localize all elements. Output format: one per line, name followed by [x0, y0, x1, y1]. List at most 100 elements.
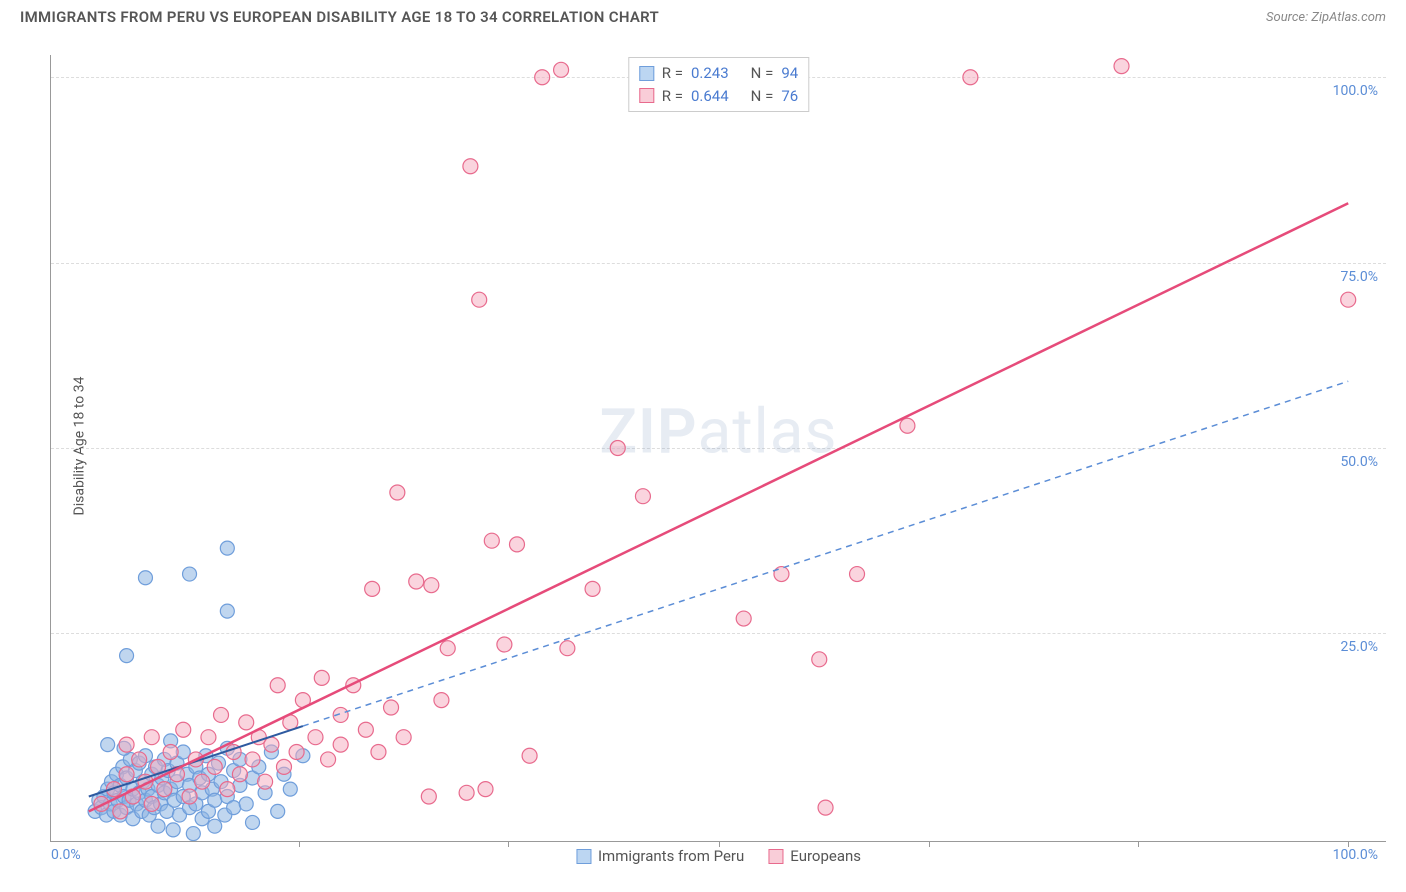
r-label: R =	[662, 62, 683, 85]
point-europeans	[276, 759, 291, 774]
point-peru	[220, 541, 234, 555]
r-label: R =	[662, 85, 683, 108]
x-tick-mark	[1348, 841, 1349, 847]
point-europeans	[119, 767, 134, 782]
point-europeans	[113, 804, 128, 819]
point-europeans	[207, 759, 222, 774]
point-europeans	[119, 737, 134, 752]
point-europeans	[264, 737, 279, 752]
point-europeans	[396, 730, 411, 745]
correlation-legend: R = 0.243 N = 94 R = 0.644 N = 76	[628, 57, 809, 112]
legend-item: Europeans	[768, 847, 861, 865]
legend-row: R = 0.243 N = 94	[639, 62, 798, 85]
source-label: Source: ZipAtlas.com	[1266, 10, 1386, 25]
point-europeans	[1341, 292, 1356, 307]
legend-swatch	[639, 88, 654, 103]
point-europeans	[472, 292, 487, 307]
point-peru	[183, 567, 197, 581]
point-europeans	[245, 752, 260, 767]
point-peru	[271, 804, 285, 818]
point-europeans	[157, 782, 172, 797]
point-europeans	[333, 737, 348, 752]
trend-europeans	[89, 203, 1348, 811]
point-europeans	[176, 722, 191, 737]
point-europeans	[308, 730, 323, 745]
point-europeans	[434, 693, 449, 708]
x-tick-mark	[299, 841, 300, 847]
point-europeans	[459, 785, 474, 800]
point-europeans	[371, 745, 386, 760]
n-value: 76	[781, 85, 798, 108]
point-europeans	[258, 774, 273, 789]
x-tick-mark	[508, 841, 509, 847]
point-peru	[220, 604, 234, 618]
point-europeans	[635, 489, 650, 504]
point-europeans	[774, 567, 789, 582]
x-tick-origin: 0.0%	[51, 847, 81, 863]
point-peru	[151, 819, 165, 833]
point-peru	[186, 827, 200, 841]
point-europeans	[239, 715, 254, 730]
point-europeans	[1114, 59, 1129, 74]
legend-item: Immigrants from Peru	[576, 847, 744, 865]
point-europeans	[163, 745, 178, 760]
point-europeans	[484, 533, 499, 548]
point-europeans	[321, 752, 336, 767]
point-peru	[208, 793, 222, 807]
point-europeans	[509, 537, 524, 552]
legend-label: Europeans	[790, 847, 861, 865]
point-europeans	[421, 789, 436, 804]
point-peru	[246, 815, 260, 829]
point-peru	[227, 801, 241, 815]
x-tick-mark	[719, 841, 720, 847]
point-europeans	[232, 767, 247, 782]
point-europeans	[535, 70, 550, 85]
point-europeans	[195, 774, 210, 789]
x-tick-mark	[1138, 841, 1139, 847]
point-europeans	[424, 578, 439, 593]
legend-label: Immigrants from Peru	[598, 847, 744, 865]
chart-title: IMMIGRANTS FROM PERU VS EUROPEAN DISABIL…	[20, 8, 659, 26]
point-europeans	[201, 730, 216, 745]
scatter-svg	[51, 55, 1386, 841]
series-legend: Immigrants from Peru Europeans	[576, 847, 861, 865]
n-value: 94	[781, 62, 798, 85]
point-peru	[138, 571, 152, 585]
point-peru	[101, 738, 115, 752]
point-europeans	[358, 722, 373, 737]
point-europeans	[270, 678, 285, 693]
point-europeans	[214, 707, 229, 722]
point-europeans	[497, 637, 512, 652]
r-value: 0.644	[691, 85, 729, 108]
point-europeans	[963, 70, 978, 85]
point-europeans	[900, 418, 915, 433]
legend-swatch	[576, 849, 591, 864]
point-peru	[239, 797, 253, 811]
r-value: 0.243	[691, 62, 729, 85]
legend-row: R = 0.644 N = 76	[639, 85, 798, 108]
point-europeans	[850, 567, 865, 582]
point-europeans	[132, 752, 147, 767]
point-europeans	[818, 800, 833, 815]
n-label: N =	[751, 85, 774, 108]
legend-swatch	[768, 849, 783, 864]
n-label: N =	[751, 62, 774, 85]
point-europeans	[384, 700, 399, 715]
plot-area: ZIPatlas R = 0.243 N = 94 R = 0.644 N = …	[50, 55, 1386, 842]
point-europeans	[314, 670, 329, 685]
point-europeans	[812, 652, 827, 667]
point-europeans	[585, 581, 600, 596]
point-europeans	[463, 159, 478, 174]
point-peru	[283, 782, 297, 796]
point-europeans	[220, 782, 235, 797]
point-europeans	[365, 581, 380, 596]
point-europeans	[610, 441, 625, 456]
point-europeans	[554, 62, 569, 77]
point-europeans	[440, 641, 455, 656]
point-peru	[208, 819, 222, 833]
point-peru	[120, 649, 134, 663]
point-europeans	[736, 611, 751, 626]
point-europeans	[522, 748, 537, 763]
point-europeans	[390, 485, 405, 500]
x-tick-end: 100.0%	[1333, 847, 1378, 863]
